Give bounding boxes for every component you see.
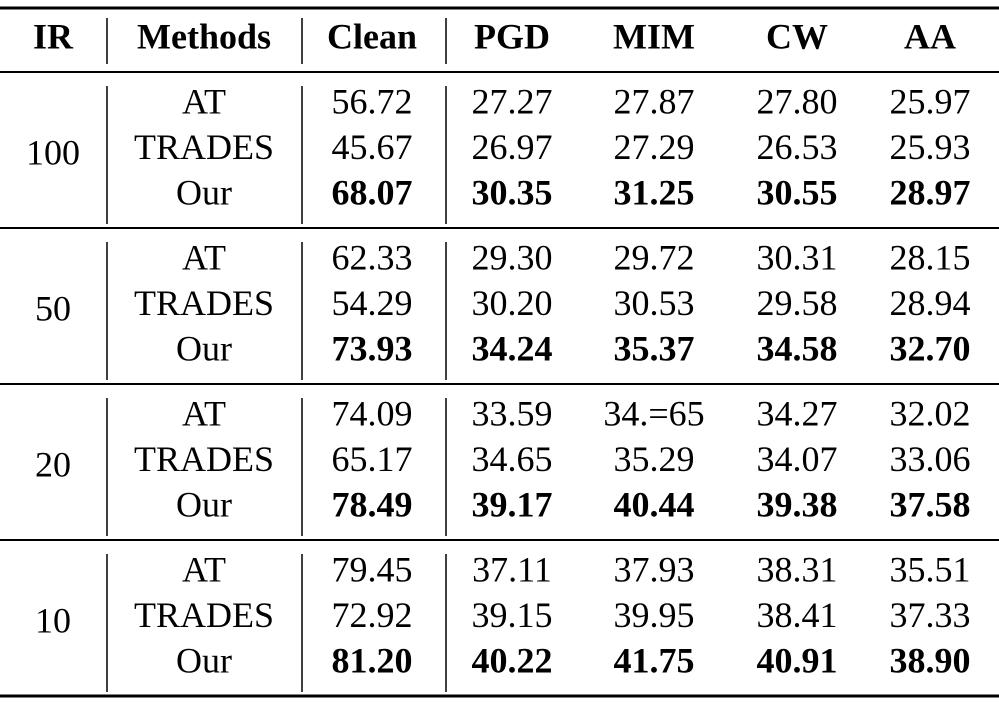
value-cell: 35.37 (614, 328, 695, 368)
header-cell: PGD (474, 16, 550, 56)
value-cell: 27.29 (614, 127, 695, 167)
value-cell: 72.92 (332, 595, 413, 635)
value-cell: 34.58 (757, 328, 838, 368)
value-cell: 29.58 (757, 283, 838, 323)
value-cell: 27.87 (614, 81, 695, 121)
method-cell: TRADES (134, 439, 274, 479)
value-cell: 45.67 (332, 127, 413, 167)
value-cell: 38.31 (757, 549, 838, 589)
value-cell: 39.17 (472, 484, 553, 524)
header-cell: Clean (327, 16, 417, 56)
value-cell: 29.30 (472, 237, 553, 277)
method-cell: Our (176, 484, 232, 524)
value-cell: 37.93 (614, 549, 695, 589)
value-cell: 34.07 (757, 439, 838, 479)
value-cell: 26.97 (472, 127, 553, 167)
value-cell: 41.75 (614, 640, 695, 680)
method-cell: Our (176, 640, 232, 680)
method-cell: TRADES (134, 127, 274, 167)
value-cell: 37.58 (890, 484, 971, 524)
value-cell: 40.91 (757, 640, 838, 680)
ir-cell: 20 (35, 444, 71, 484)
method-cell: AT (182, 81, 226, 121)
header-cell: CW (766, 16, 828, 56)
value-cell: 35.51 (890, 549, 971, 589)
value-cell: 30.20 (472, 283, 553, 323)
value-cell: 38.41 (757, 595, 838, 635)
value-cell: 74.09 (332, 393, 413, 433)
value-cell: 68.07 (332, 172, 413, 212)
value-cell: 40.22 (472, 640, 553, 680)
method-cell: AT (182, 549, 226, 589)
value-cell: 78.49 (332, 484, 413, 524)
method-cell: TRADES (134, 283, 274, 323)
value-cell: 37.11 (472, 549, 552, 589)
value-cell: 30.53 (614, 283, 695, 323)
header-cell: AA (904, 16, 956, 56)
value-cell: 28.97 (890, 172, 971, 212)
method-cell: Our (176, 172, 232, 212)
value-cell: 34.27 (757, 393, 838, 433)
value-cell: 56.72 (332, 81, 413, 121)
ir-cell: 100 (26, 132, 80, 172)
value-cell: 30.35 (472, 172, 553, 212)
value-cell: 34.=65 (603, 393, 704, 433)
value-cell: 34.24 (472, 328, 553, 368)
value-cell: 62.33 (332, 237, 413, 277)
value-cell: 32.70 (890, 328, 971, 368)
value-cell: 73.93 (332, 328, 413, 368)
value-cell: 39.95 (614, 595, 695, 635)
value-cell: 34.65 (472, 439, 553, 479)
value-cell: 35.29 (614, 439, 695, 479)
value-cell: 28.15 (890, 237, 971, 277)
value-cell: 27.27 (472, 81, 553, 121)
value-cell: 32.02 (890, 393, 971, 433)
value-cell: 81.20 (332, 640, 413, 680)
value-cell: 33.59 (472, 393, 553, 433)
value-cell: 40.44 (614, 484, 695, 524)
value-cell: 38.90 (890, 640, 971, 680)
value-cell: 79.45 (332, 549, 413, 589)
header-cell: Methods (137, 16, 271, 56)
value-cell: 39.15 (472, 595, 553, 635)
value-cell: 29.72 (614, 237, 695, 277)
value-cell: 30.55 (757, 172, 838, 212)
ir-cell: 10 (35, 600, 71, 640)
method-cell: AT (182, 393, 226, 433)
value-cell: 28.94 (890, 283, 971, 323)
value-cell: 25.93 (890, 127, 971, 167)
header-cell: MIM (613, 16, 695, 56)
value-cell: 25.97 (890, 81, 971, 121)
ir-cell: 50 (35, 288, 71, 328)
value-cell: 31.25 (614, 172, 695, 212)
method-cell: TRADES (134, 595, 274, 635)
value-cell: 39.38 (757, 484, 838, 524)
method-cell: AT (182, 237, 226, 277)
value-cell: 30.31 (757, 237, 838, 277)
value-cell: 54.29 (332, 283, 413, 323)
header-cell: IR (33, 16, 74, 56)
method-cell: Our (176, 328, 232, 368)
value-cell: 37.33 (890, 595, 971, 635)
value-cell: 26.53 (757, 127, 838, 167)
value-cell: 33.06 (890, 439, 971, 479)
value-cell: 27.80 (757, 81, 838, 121)
value-cell: 65.17 (332, 439, 413, 479)
